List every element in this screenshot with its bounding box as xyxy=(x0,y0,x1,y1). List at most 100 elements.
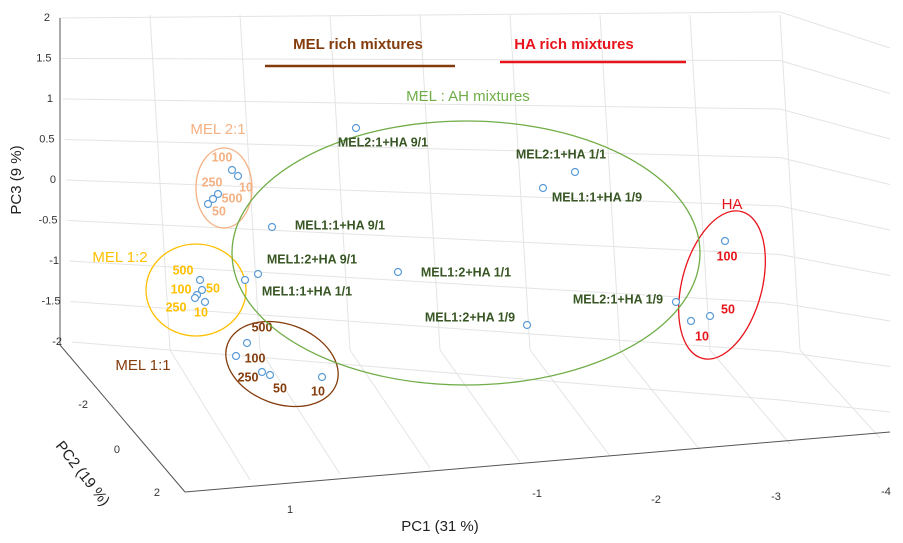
point-label: 100 xyxy=(212,150,233,164)
grid-line xyxy=(62,98,781,110)
grid-line xyxy=(779,254,891,276)
data-point xyxy=(538,183,548,193)
point-label: 50 xyxy=(212,204,226,218)
grid-line xyxy=(709,349,791,445)
z-tick-label: -0.5 xyxy=(39,214,58,226)
data-point xyxy=(190,293,200,303)
grid-line xyxy=(70,301,781,352)
z-tick-label: 2 xyxy=(44,12,50,24)
point-label: 100 xyxy=(245,351,266,365)
z-tick-label: 0 xyxy=(50,174,56,186)
data-point xyxy=(257,367,267,377)
grid-line xyxy=(779,60,891,94)
point-label: 10 xyxy=(194,305,208,319)
x-tick-label: -2 xyxy=(651,494,661,506)
grid-line xyxy=(779,108,891,140)
grid-line xyxy=(799,349,881,439)
data-point xyxy=(213,189,223,199)
data-point xyxy=(240,275,250,285)
group-label: MEL : AH mixtures xyxy=(406,88,530,105)
data-point xyxy=(705,311,715,321)
data-point xyxy=(200,297,210,307)
grid-line xyxy=(509,14,531,351)
grid-line xyxy=(779,11,891,49)
point-label: MEL1:2+HA 1/1 xyxy=(421,265,511,279)
y-tick-label: 2 xyxy=(154,487,160,499)
point-label: 10 xyxy=(239,180,253,194)
grid-line xyxy=(779,351,891,367)
group-ellipse xyxy=(677,210,767,360)
data-point xyxy=(242,338,252,348)
x-tick-label: -3 xyxy=(771,491,781,503)
z-tick-label: 1.5 xyxy=(36,52,51,64)
grid-line xyxy=(419,14,441,351)
grid-line xyxy=(779,399,891,413)
point-label: MEL1:1+HA 9/1 xyxy=(295,218,385,232)
group-label: MEL 2:1 xyxy=(190,121,245,138)
grid-line xyxy=(65,179,781,207)
y-tick-label: 0 xyxy=(114,444,120,456)
grid-line xyxy=(529,349,611,457)
grid-line xyxy=(439,349,521,463)
z-tick-label: 1 xyxy=(47,93,53,105)
point-label: MEL1:2+HA 9/1 xyxy=(267,252,357,266)
x-tick-label: 1 xyxy=(287,504,293,516)
point-label: MEL1:1+HA 1/1 xyxy=(262,284,352,298)
group-label: MEL 1:2 xyxy=(92,249,147,266)
data-point xyxy=(195,275,205,285)
point-label: 250 xyxy=(166,300,187,314)
data-point xyxy=(570,167,580,177)
z-tick-label: -1.5 xyxy=(42,295,61,307)
data-point xyxy=(231,351,241,361)
grid-line xyxy=(169,349,251,481)
point-label: 50 xyxy=(273,381,287,395)
data-point xyxy=(197,285,207,295)
grid-line xyxy=(779,302,891,322)
data-point xyxy=(267,222,277,232)
data-point xyxy=(265,370,275,380)
data-point xyxy=(233,171,243,181)
point-label: 50 xyxy=(721,302,735,316)
group-ellipse xyxy=(195,147,253,229)
y-tick-label: -2 xyxy=(78,399,88,411)
axis-edge xyxy=(184,431,891,493)
grid-line xyxy=(64,139,781,158)
data-point xyxy=(203,199,213,209)
point-label: 500 xyxy=(252,320,273,334)
grid-line xyxy=(599,14,621,351)
data-point xyxy=(208,194,218,204)
grid-line xyxy=(71,341,781,401)
axis-edge xyxy=(59,344,186,493)
grid-line xyxy=(329,14,351,351)
point-label: 250 xyxy=(238,370,259,384)
grid-line xyxy=(61,58,781,61)
point-label: 10 xyxy=(311,384,325,398)
group-label: MEL 1:1 xyxy=(115,357,170,374)
point-label: 50 xyxy=(206,281,220,295)
data-point xyxy=(393,267,403,277)
grid-line xyxy=(779,205,891,231)
point-label: 500 xyxy=(222,191,243,205)
data-point xyxy=(227,165,237,175)
data-point xyxy=(253,269,263,279)
point-label: 250 xyxy=(202,175,223,189)
x-tick-label: -4 xyxy=(881,486,891,498)
point-label: 100 xyxy=(717,249,738,263)
data-point xyxy=(671,297,681,307)
x-tick-label: -1 xyxy=(532,488,542,500)
data-point xyxy=(720,236,730,246)
z-tick-label: 0.5 xyxy=(39,133,54,145)
point-label: 10 xyxy=(695,329,709,343)
group-label: HA xyxy=(722,196,743,213)
grid-line xyxy=(779,157,891,185)
grid-line xyxy=(779,14,801,351)
data-point xyxy=(317,372,327,382)
z-tick-label: -2 xyxy=(52,336,62,348)
header: HA rich mixtures xyxy=(514,36,633,53)
point-label: MEL2:1+HA 1/1 xyxy=(516,147,606,161)
point-label: 500 xyxy=(173,263,194,277)
z-axis-label: PC3 (9 %) xyxy=(8,145,25,214)
grid-line xyxy=(67,220,781,255)
